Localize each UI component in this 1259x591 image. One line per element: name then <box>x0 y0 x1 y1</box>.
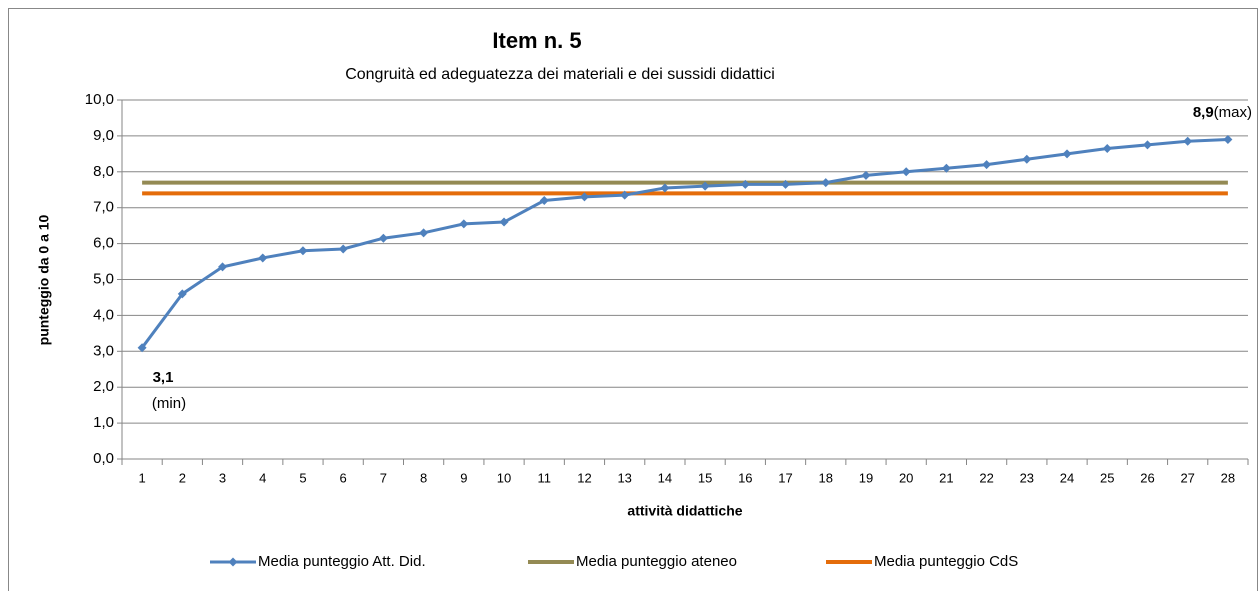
point <box>700 181 710 191</box>
max-annotation: 8,9(max) <box>1193 104 1252 121</box>
legend-marker <box>228 557 238 567</box>
y-tick-label: 9,0 <box>93 127 114 144</box>
y-tick-label: 7,0 <box>93 199 114 216</box>
point <box>781 179 791 189</box>
point <box>459 219 469 229</box>
point <box>579 192 589 202</box>
y-tick-label: 1,0 <box>93 414 114 431</box>
y-tick-label: 2,0 <box>93 378 114 395</box>
point <box>620 190 630 200</box>
x-tick-label: 12 <box>577 470 591 485</box>
point <box>1102 143 1112 153</box>
y-tick-label: 8,0 <box>93 163 114 180</box>
point <box>1062 149 1072 159</box>
x-tick-label: 3 <box>219 470 226 485</box>
legend-label: Media punteggio ateneo <box>576 553 737 570</box>
x-tick-label: 28 <box>1221 470 1235 485</box>
x-tick-label: 20 <box>899 470 913 485</box>
point <box>1142 140 1152 150</box>
y-tick-label: 3,0 <box>93 342 114 359</box>
x-tick-label: 22 <box>979 470 993 485</box>
y-tick-label: 10,0 <box>85 91 114 108</box>
point <box>941 163 951 173</box>
point <box>740 179 750 189</box>
chart-title: Item n. 5 <box>492 28 581 53</box>
x-tick-label: 7 <box>380 470 387 485</box>
point <box>419 228 429 238</box>
x-tick-label: 21 <box>939 470 953 485</box>
chart-border <box>8 8 1258 591</box>
x-tick-label: 5 <box>299 470 306 485</box>
series-line <box>140 137 1228 349</box>
max-label: 8,9 <box>1193 104 1214 121</box>
y-tick-label: 4,0 <box>93 306 114 323</box>
max-note: (max) <box>1214 104 1252 121</box>
point <box>1183 136 1193 146</box>
x-tick-label: 15 <box>698 470 712 485</box>
x-tick-label: 4 <box>259 470 266 485</box>
x-tick-label: 1 <box>138 470 145 485</box>
point <box>218 262 228 272</box>
x-tick-label: 8 <box>420 470 427 485</box>
point <box>177 289 187 299</box>
legend-label: Media punteggio Att. Did. <box>258 553 426 570</box>
x-tick-label: 24 <box>1060 470 1074 485</box>
y-axis-label: punteggio da 0 a 10 <box>36 214 52 345</box>
x-tick-label: 25 <box>1100 470 1114 485</box>
point <box>137 343 147 353</box>
y-tick-label: 5,0 <box>93 270 114 287</box>
point <box>982 160 992 170</box>
x-tick-label: 11 <box>538 470 552 485</box>
point <box>539 196 549 206</box>
x-tick-label: 6 <box>340 470 347 485</box>
x-tick-label: 17 <box>778 470 792 485</box>
x-tick-label: 19 <box>859 470 873 485</box>
x-tick-label: 2 <box>179 470 186 485</box>
point <box>821 178 831 188</box>
point <box>298 246 308 256</box>
point <box>1022 154 1032 164</box>
point <box>660 183 670 193</box>
point <box>338 244 348 254</box>
point <box>378 233 388 243</box>
x-tick-label: 10 <box>497 470 511 485</box>
x-tick-label: 23 <box>1020 470 1034 485</box>
x-tick-label: 26 <box>1140 470 1154 485</box>
point <box>258 253 268 263</box>
x-tick-label: 18 <box>819 470 833 485</box>
legend-label: Media punteggio CdS <box>874 553 1018 570</box>
point <box>861 170 871 180</box>
x-tick-label: 9 <box>460 470 467 485</box>
point <box>1223 134 1233 144</box>
x-axis-label: attività didattiche <box>627 503 742 519</box>
x-tick-label: 27 <box>1180 470 1194 485</box>
x-tick-label: 13 <box>617 470 631 485</box>
point <box>499 217 509 227</box>
x-tick-label: 14 <box>658 470 672 485</box>
chart-subtitle: Congruità ed adeguatezza dei materiali e… <box>345 66 775 83</box>
x-tick-label: 16 <box>738 470 752 485</box>
y-tick-label: 6,0 <box>93 235 114 252</box>
y-tick-label: 0,0 <box>93 450 114 467</box>
min-label: 3,1 <box>153 369 174 386</box>
min-note: (min) <box>152 395 186 412</box>
point <box>901 167 911 177</box>
